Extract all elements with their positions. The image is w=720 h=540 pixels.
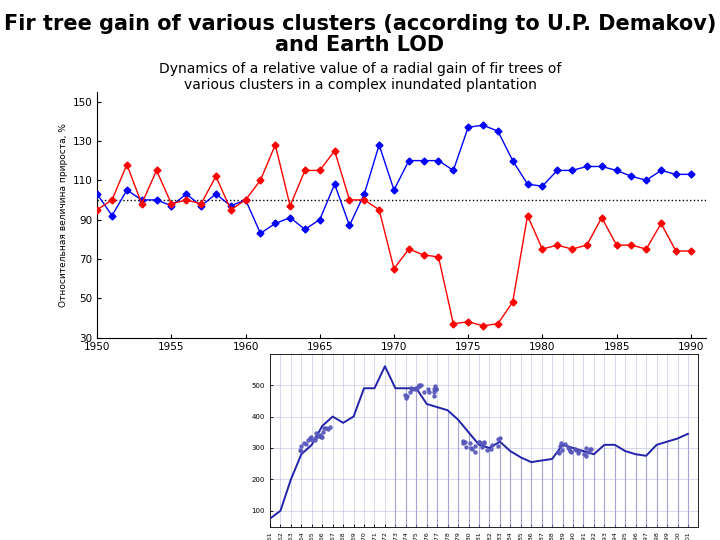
Point [459,438,471,447]
Point [310,433,322,442]
Point [585,445,596,454]
Point [486,441,498,449]
Point [485,444,497,453]
Point [469,448,481,456]
Point [399,390,410,399]
Point [482,446,493,454]
Point [554,442,566,450]
Point [428,391,439,400]
Point [428,384,440,393]
Point [478,438,490,447]
Point [565,448,577,456]
Point [582,447,594,456]
Point [304,434,315,443]
Point [405,383,417,392]
Point [431,384,442,393]
Point [324,422,336,431]
Point [458,437,469,445]
Point [295,447,307,455]
Point [428,388,440,396]
Point [572,449,584,457]
Text: Fir tree gain of various clusters (according to U.P. Demakov): Fir tree gain of various clusters (accor… [4,14,716,33]
Point [478,438,490,447]
Point [495,434,506,443]
Point [580,444,592,453]
Point [299,438,310,447]
Point [431,384,442,393]
Point [552,447,563,456]
Point [473,437,485,446]
Point [563,444,575,453]
Point [492,442,504,450]
Text: Dynamics of a relative value of a radial gain of fir trees of: Dynamics of a relative value of a radial… [159,62,561,76]
Point [465,444,477,453]
Point [476,443,487,452]
Point [457,439,469,448]
Point [313,431,325,440]
Point [316,433,328,442]
Point [413,381,425,389]
Point [309,435,320,444]
Point [302,436,314,444]
Point [320,423,331,432]
Point [295,442,307,451]
Text: various clusters in a complex inundated plantation: various clusters in a complex inundated … [184,78,536,92]
Point [400,394,411,402]
Point [423,387,435,396]
Point [430,381,441,390]
Point [294,446,305,454]
Text: and Earth LOD: and Earth LOD [276,35,444,55]
Point [412,383,423,391]
Point [569,445,580,454]
Point [474,438,485,447]
Point [317,428,328,436]
Point [401,392,413,400]
Point [559,440,570,449]
Point [305,433,316,442]
Point [562,443,574,451]
Point [585,445,597,454]
Point [300,440,312,449]
Point [492,435,504,443]
Point [413,382,425,391]
Point [469,442,481,451]
Point [422,384,433,393]
Point [580,451,592,460]
Point [405,388,416,396]
Point [553,448,564,457]
Point [315,433,326,441]
Point [464,438,476,447]
Point [310,429,322,437]
Point [314,430,325,439]
Point [574,447,585,455]
Point [409,384,420,393]
Point [564,447,576,456]
Point [564,445,575,454]
Point [415,380,427,389]
Point [466,445,477,454]
Point [555,439,567,448]
Point [570,446,582,455]
Point [410,384,422,393]
Point [319,424,330,433]
Point [322,425,333,434]
Y-axis label: Относительная величина прироста, %: Относительная величина прироста, % [60,123,68,307]
Point [418,388,430,397]
Point [406,385,418,394]
Point [460,442,472,451]
Point [557,445,568,454]
Point [306,436,318,444]
Point [578,449,590,458]
Point [475,438,487,447]
